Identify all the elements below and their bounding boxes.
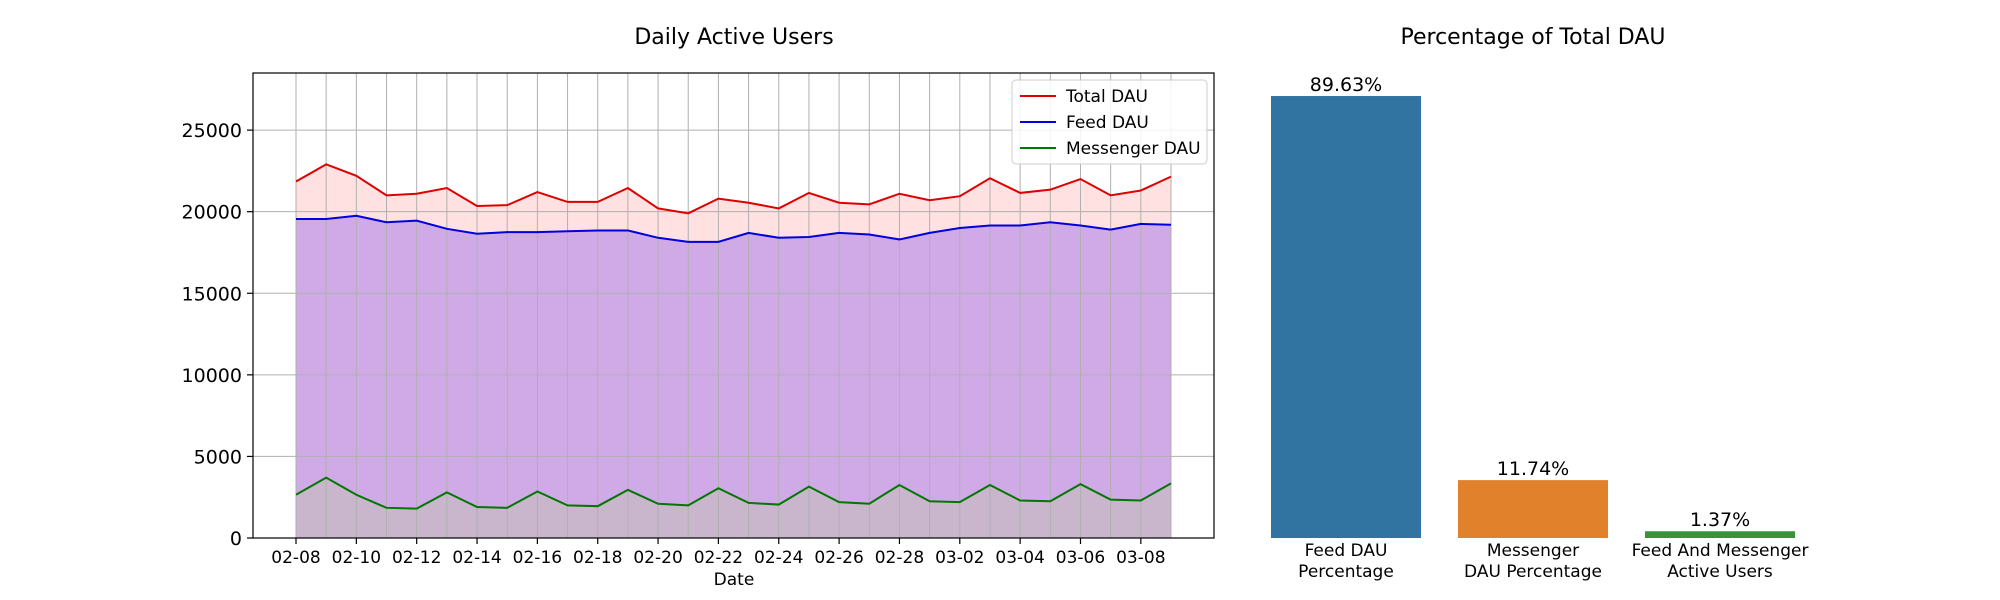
legend-label-total: Total DAU [1065,87,1148,107]
bar-chart: Percentage of Total DAU 89.63% Feed DAUPe… [1271,25,1808,582]
bar-both [1645,531,1795,538]
y-tick-label: 0 [230,528,242,550]
bar-category-label: Percentage [1298,562,1394,582]
bar-feed [1271,96,1421,538]
y-axis: 0 5000 10000 15000 20000 25000 [182,120,253,550]
legend-label-feed: Feed DAU [1066,113,1149,133]
y-tick-label: 15000 [182,283,242,305]
area-fills [296,164,1171,539]
x-tick-label: 02-16 [513,548,562,568]
x-axis-label: Date [714,570,755,590]
bar-category-label: DAU Percentage [1464,562,1602,582]
bar-value-label: 11.74% [1497,458,1569,480]
plot-frame [252,72,1215,539]
y-tick-label: 10000 [182,365,242,387]
x-tick-label: 02-24 [754,548,803,568]
x-tick-label: 02-20 [633,548,682,568]
line-chart-title: Daily Active Users [634,25,833,50]
legend: Total DAU Feed DAU Messenger DAU [1011,79,1208,165]
bar-category-label: Feed And Messenger [1632,541,1809,561]
bar-category-label: Active Users [1667,562,1773,582]
bar-messenger [1458,480,1608,538]
x-tick-label: 02-10 [332,548,381,568]
x-tick-label: 02-14 [452,548,501,568]
x-tick-label: 02-12 [392,548,441,568]
x-tick-label: 03-04 [995,548,1044,568]
series-line-feed [296,214,1172,243]
y-tick-label: 20000 [182,202,242,224]
bar-chart-title: Percentage of Total DAU [1400,25,1665,50]
legend-label-messenger: Messenger DAU [1066,139,1201,159]
bar-category-label: Feed DAU [1305,541,1388,561]
x-tick-label: 03-02 [935,548,984,568]
bar-category-label: Messenger [1487,541,1579,561]
x-tick-label: 02-18 [573,548,622,568]
y-tick-label: 25000 [182,120,242,142]
series-line-messenger [295,476,1172,510]
bar-value-label: 1.37% [1690,509,1750,531]
area-fill-messenger [296,477,1171,538]
x-tick-label: 02-28 [875,548,924,568]
series-line-total [295,163,1172,215]
x-tick-label: 02-22 [694,548,743,568]
x-tick-label: 02-26 [814,548,863,568]
y-tick-label: 5000 [194,446,242,468]
x-tick-label: 03-08 [1116,548,1165,568]
x-tick-label: 03-06 [1056,548,1105,568]
bar-value-label: 89.63% [1310,74,1382,96]
legend-box [1011,79,1208,165]
x-tick-label: 02-08 [271,548,320,568]
line-chart: Daily Active Users 0 5000 10000 15000 20000 2… [182,25,1215,590]
series-lines [295,163,1172,510]
x-axis: 02-08 02-10 02-12 02-14 02-16 02-18 02-20 02-22… [271,538,1166,568]
area-fill-feed [296,215,1171,538]
